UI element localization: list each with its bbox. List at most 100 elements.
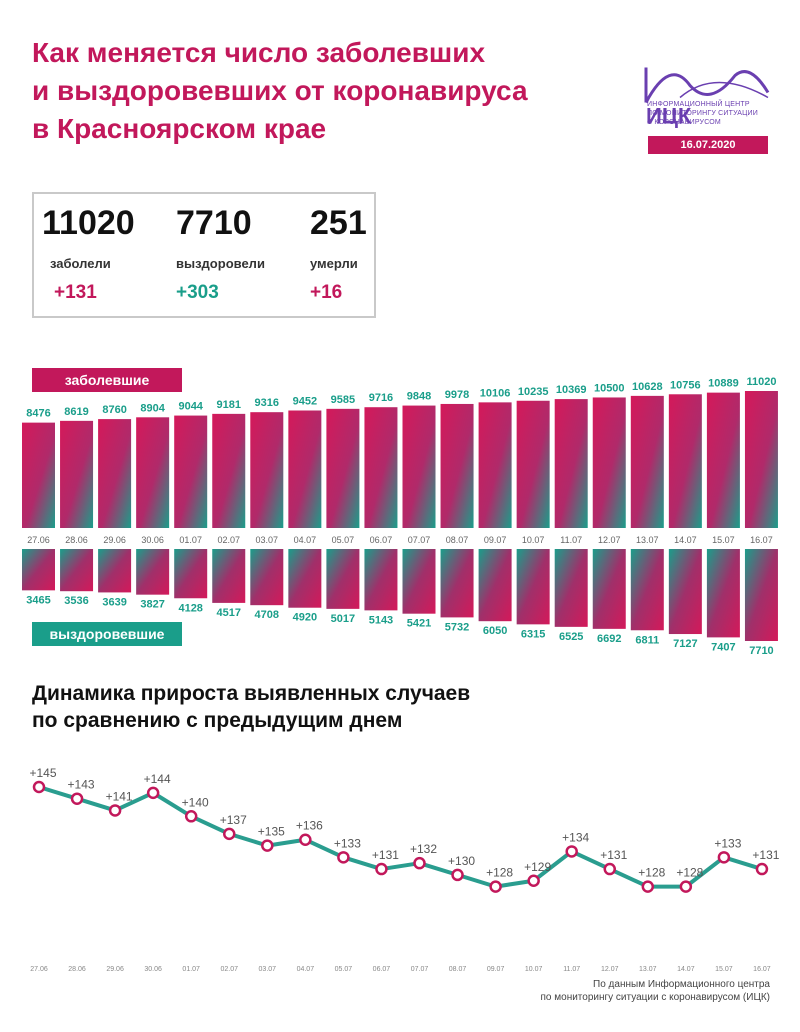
growth-point [603, 862, 616, 876]
cases-value-label: 9978 [445, 389, 469, 401]
growth-date-tick-label: 27.06 [30, 966, 48, 973]
cases-bar [364, 407, 398, 528]
cases-value-label: 9585 [331, 394, 355, 406]
cases-value-label: 10889 [708, 378, 739, 390]
growth-date-tick-label: 04.07 [297, 966, 315, 973]
cases-value-label: 9716 [369, 392, 393, 404]
recovered-bar [250, 549, 284, 606]
recovered-value-label: 7407 [711, 641, 735, 653]
cases-bar [592, 397, 626, 528]
cases-value-label: 10756 [670, 379, 701, 391]
logo-text: ИЦК [646, 104, 692, 129]
recovered-bar [98, 549, 132, 593]
recovered-bars: 3465 3536 3639 3827 4128 4517 4708 4920 5017 5143… [22, 549, 778, 657]
recovered-bar [478, 549, 512, 622]
date-tick-label: 15.07 [712, 535, 735, 545]
deaths-delta: +16 [310, 282, 343, 303]
recovered-value-label: 5421 [407, 618, 431, 630]
cases-bar [402, 405, 436, 528]
recovered-bar [516, 549, 550, 625]
growth-point [375, 862, 388, 876]
cases-bars: 8476 27.06 8619 28.06 8760 29.06 8904 30.06 9044… [22, 376, 778, 545]
growth-value-label: +131 [372, 848, 399, 862]
cases-bar [744, 391, 778, 528]
source-line-2: по мониторингу ситуации с коронавирусом … [540, 992, 771, 1003]
growth-point [261, 839, 274, 852]
cases-bar [250, 412, 284, 528]
date-tick-label: 06.07 [370, 535, 393, 545]
recovered-value-label: 7127 [673, 638, 697, 650]
recovered-label: выздоровели [176, 256, 265, 271]
recovered-bar [136, 549, 170, 595]
growth-value-label: +131 [752, 848, 779, 862]
date-tick-label: 27.06 [27, 535, 50, 545]
growth-value-label: +145 [29, 766, 56, 780]
date-tick-label: 29.06 [103, 535, 126, 545]
recovered-value-label: 6692 [597, 633, 621, 645]
recovered-value-label: 4128 [178, 602, 202, 614]
date-tick-label: 01.07 [179, 535, 202, 545]
growth-point [223, 827, 236, 841]
recovered-bar [22, 549, 55, 591]
cases-value-label: 10235 [518, 386, 549, 398]
cases-value-label: 8619 [64, 406, 88, 418]
growth-date-tick-label: 06.07 [373, 966, 391, 973]
cases-value-label: 8760 [102, 404, 126, 416]
logo-sub-line-2: ПО МОНИТОРИНГУ СИТУАЦИИ [647, 110, 758, 117]
recovered-value-label: 4517 [217, 607, 241, 619]
logo-sub-line-3: С КОРОНАВИРУСОМ [647, 119, 721, 126]
growth-value-label: +129 [524, 860, 551, 874]
growth-point [70, 792, 84, 805]
growth-point [641, 880, 655, 893]
report-date: 16.07.2020 [648, 136, 768, 154]
growth-date-tick-label: 12.07 [601, 966, 619, 973]
recovered-value-label: 6050 [483, 625, 507, 637]
recovered-bar [60, 549, 94, 592]
cases-bar [706, 392, 740, 528]
growth-date-tick-label: 16.07 [753, 966, 771, 973]
section-title-line-2: по сравнению с предыдущим днем [32, 709, 403, 732]
growth-value-label: +136 [296, 819, 323, 833]
growth-point [755, 862, 769, 876]
cases-series-label: заболевшие [32, 368, 182, 392]
date-tick-label: 09.07 [484, 535, 507, 545]
cases-bar [288, 410, 322, 528]
cases-value-label: 9316 [255, 397, 279, 409]
recovered-bar [364, 549, 398, 611]
recovered-value-label: 4708 [255, 609, 279, 621]
recovered-value-label: 5143 [369, 614, 393, 626]
growth-date-tick-label: 08.07 [449, 966, 467, 973]
growth-point [184, 810, 198, 823]
date-tick-label: 05.07 [332, 535, 355, 545]
growth-date-tick-label: 03.07 [259, 966, 277, 973]
recovered-value-label: 5017 [331, 613, 355, 625]
cases-value-label: 9452 [293, 395, 317, 407]
recovered-bar [554, 549, 588, 627]
date-tick-label: 07.07 [408, 535, 431, 545]
growth-point [299, 833, 312, 846]
growth-point [717, 851, 731, 864]
cases-bar [136, 417, 170, 528]
growth-date-tick-label: 07.07 [411, 966, 429, 973]
cases-bar [174, 415, 208, 528]
date-tick-label: 13.07 [636, 535, 659, 545]
recovered-bar [706, 549, 740, 638]
growth-point [565, 845, 578, 858]
growth-value-label: +132 [410, 842, 437, 856]
cases-value-label: 8476 [26, 408, 50, 420]
logo-wave-icon [644, 67, 770, 104]
recovered-series-label: выздоровевшие [32, 622, 182, 646]
ick-logo: ИЦК [644, 67, 770, 129]
cases-value-label: 10106 [480, 387, 511, 399]
date-tick-label: 16.07 [750, 535, 773, 545]
growth-date-tick-label: 13.07 [639, 966, 657, 973]
recovered-value-label: 5732 [445, 621, 469, 633]
cases-value-label: 10369 [556, 384, 587, 396]
growth-value-label: +134 [562, 830, 589, 844]
growth-value-label: +130 [448, 854, 475, 868]
deaths-label: умерли [310, 256, 358, 271]
summary-box: 11020 заболели +131 7710 выздоровели +30… [32, 192, 376, 318]
cases-bar [326, 408, 360, 528]
recovered-bar [744, 549, 778, 641]
recovered-bar [212, 549, 246, 603]
